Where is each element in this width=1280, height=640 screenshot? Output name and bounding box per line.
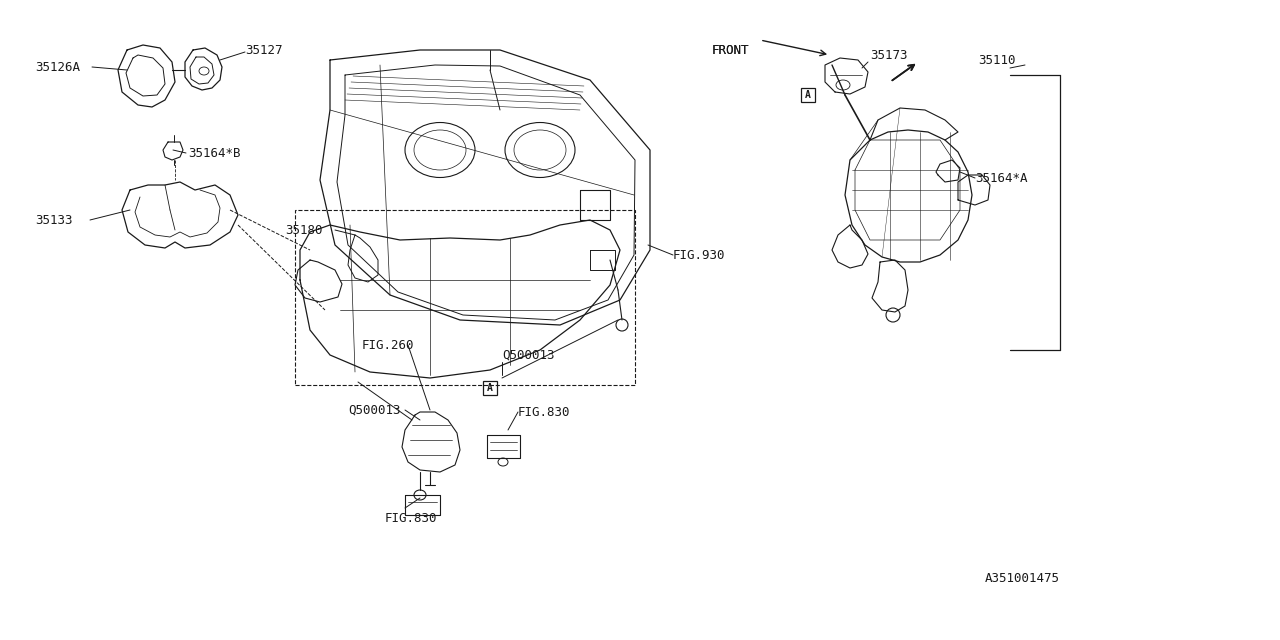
Text: Q500013: Q500013 [348, 403, 401, 417]
Text: 35126A: 35126A [35, 61, 81, 74]
Text: A: A [488, 383, 493, 393]
Text: 35110: 35110 [978, 54, 1015, 67]
Text: 35180: 35180 [285, 223, 323, 237]
Text: 35173: 35173 [870, 49, 908, 61]
Text: 35133: 35133 [35, 214, 73, 227]
Text: A: A [805, 90, 812, 100]
Text: 35127: 35127 [244, 44, 283, 56]
Text: A351001475: A351001475 [986, 572, 1060, 584]
Text: FIG.260: FIG.260 [362, 339, 415, 351]
Text: FRONT: FRONT [712, 44, 750, 56]
Text: 35164*A: 35164*A [975, 172, 1028, 184]
Text: Q500013: Q500013 [502, 349, 554, 362]
Text: FIG.930: FIG.930 [673, 248, 726, 262]
Text: FIG.830: FIG.830 [385, 511, 438, 525]
Text: 35164*B: 35164*B [188, 147, 241, 159]
Text: FRONT: FRONT [712, 44, 750, 56]
Text: FIG.830: FIG.830 [518, 406, 571, 419]
